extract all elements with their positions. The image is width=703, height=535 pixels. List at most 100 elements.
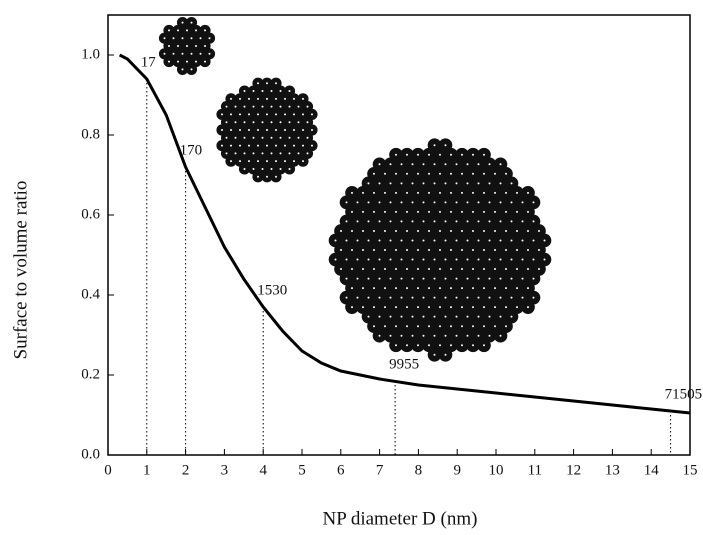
atom-highlight <box>234 105 237 108</box>
atom-highlight <box>297 152 300 155</box>
atom-highlight <box>373 172 375 175</box>
atom-highlight <box>311 113 313 116</box>
atom-highlight <box>395 306 397 309</box>
x-tick-label: 12 <box>566 462 581 478</box>
atom-highlight <box>373 210 375 213</box>
atom-highlight <box>373 325 375 328</box>
atom-highlight <box>494 191 496 194</box>
atom-highlight <box>221 113 223 116</box>
atom-highlight <box>306 105 309 108</box>
atom-highlight <box>488 163 491 166</box>
atom-highlight <box>384 325 386 328</box>
atom-highlight <box>422 220 425 223</box>
atom-highlight <box>400 258 403 261</box>
atom-highlight <box>428 249 430 251</box>
atom-highlight <box>532 220 535 223</box>
atom-highlight <box>543 258 546 261</box>
atom-highlight <box>234 121 237 124</box>
curve <box>118 53 691 415</box>
atom-highlight <box>395 191 397 194</box>
x-tick-label: 7 <box>376 462 384 478</box>
atom-highlight <box>261 152 264 155</box>
x-axis-title: NP diameter D (nm) <box>323 508 478 529</box>
atom-highlight <box>293 129 295 131</box>
atom-highlight <box>293 160 295 163</box>
atom-highlight <box>411 220 414 223</box>
atom-highlight <box>444 353 447 356</box>
atom-highlight <box>395 229 397 232</box>
atom-highlight <box>373 229 375 232</box>
atom-highlight <box>288 136 291 139</box>
atom-highlight <box>433 353 436 356</box>
atom-highlight <box>293 113 295 116</box>
atom-highlight <box>444 334 447 337</box>
atom-highlight <box>439 210 441 213</box>
atom-highlight <box>266 97 268 100</box>
x-tick-label: 2 <box>182 462 190 478</box>
atom-highlight <box>351 191 353 194</box>
atom-highlight <box>243 121 246 124</box>
atom-highlight <box>461 268 463 271</box>
atom-highlight <box>389 277 392 280</box>
atom-highlight <box>195 60 197 63</box>
atom-highlight <box>239 97 241 100</box>
atom-highlight <box>279 90 282 93</box>
atom-highlight <box>199 52 202 55</box>
atom-highlight <box>411 201 414 204</box>
atom-highlight <box>384 210 386 213</box>
atom-highlight <box>177 60 179 63</box>
atom-highlight <box>439 153 441 156</box>
atom-highlight <box>455 182 458 185</box>
atom-highlight <box>288 121 291 124</box>
atom-highlight <box>334 258 337 261</box>
atom-highlight <box>378 296 381 299</box>
atom-highlight <box>406 249 408 251</box>
atom-highlight <box>483 229 485 232</box>
atom-highlight <box>417 268 419 271</box>
atom-highlight <box>261 90 264 93</box>
atom-highlight <box>417 153 419 156</box>
x-tick-label: 3 <box>221 462 229 478</box>
atom-highlight <box>367 239 370 242</box>
atom-highlight <box>466 315 469 318</box>
atom-highlight <box>461 229 463 232</box>
atom-highlight <box>356 258 359 261</box>
atom-highlight <box>450 153 452 156</box>
atom-highlight <box>384 229 386 232</box>
atom-highlight <box>422 163 425 166</box>
atom-highlight <box>234 136 237 139</box>
atom-highlight <box>362 210 364 213</box>
atom-highlight <box>466 201 469 204</box>
atom-highlight <box>527 229 529 232</box>
atom-highlight <box>488 315 491 318</box>
atom-highlight <box>266 160 268 163</box>
y-axis-title: Surface to volume ratio <box>10 181 31 360</box>
atom-highlight <box>461 306 463 309</box>
atom-highlight <box>538 268 540 271</box>
atom-highlight <box>433 144 436 147</box>
atom-highlight <box>477 239 480 242</box>
atom-highlight <box>172 52 175 55</box>
atom-highlight <box>275 113 277 116</box>
atom-highlight <box>483 287 485 290</box>
atom-highlight <box>433 296 436 299</box>
atom-highlight <box>384 306 386 309</box>
atom-highlight <box>411 296 414 299</box>
atom-highlight <box>505 210 507 213</box>
atom-highlight <box>494 249 496 251</box>
atom-highlight <box>362 268 364 271</box>
atom-highlight <box>477 277 480 280</box>
atom-highlight <box>275 82 277 85</box>
atom-highlight <box>373 268 375 271</box>
atom-highlight <box>204 45 206 47</box>
atom-highlight <box>261 136 264 139</box>
atom-highlight <box>378 277 381 280</box>
atom-highlight <box>275 175 277 178</box>
atom-highlight <box>494 229 496 232</box>
atom-highlight <box>230 97 232 100</box>
atom-highlight <box>367 201 370 204</box>
atom-highlight <box>208 52 211 55</box>
atom-highlight <box>400 182 403 185</box>
atom-highlight <box>411 277 414 280</box>
atom-highlight <box>466 182 469 185</box>
